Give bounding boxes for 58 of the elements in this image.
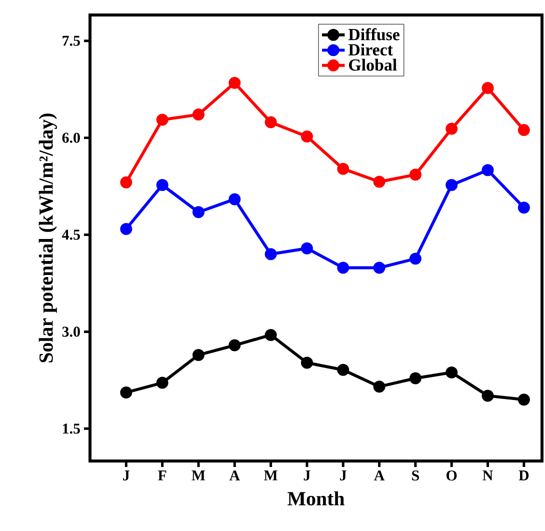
point xyxy=(446,366,458,378)
point xyxy=(192,108,204,121)
x-tick-label: J xyxy=(304,470,310,480)
point xyxy=(156,114,168,126)
y-tick-label: 3.0 xyxy=(62,326,80,337)
point xyxy=(482,82,494,94)
point xyxy=(264,328,277,341)
x-tick-label: A xyxy=(374,470,385,480)
point xyxy=(156,179,168,191)
x-tick-label: O xyxy=(446,470,457,481)
point xyxy=(337,364,350,376)
point xyxy=(120,386,132,398)
point xyxy=(192,206,204,218)
x-tick-label: M xyxy=(192,470,206,480)
point xyxy=(409,372,422,384)
point xyxy=(373,176,386,188)
point xyxy=(120,222,132,235)
point xyxy=(228,339,241,352)
point xyxy=(156,376,168,389)
point xyxy=(228,76,241,89)
point xyxy=(300,356,313,369)
x-tick-label: M xyxy=(264,470,278,480)
point xyxy=(300,130,313,143)
point xyxy=(264,116,277,128)
x-axis-title: Month xyxy=(288,491,344,506)
point xyxy=(300,242,313,254)
point xyxy=(373,380,386,393)
x-tick-label: A xyxy=(229,470,240,480)
x-tick-label: S xyxy=(412,470,419,481)
point xyxy=(337,262,350,274)
point xyxy=(482,164,494,176)
point xyxy=(337,162,350,175)
point xyxy=(446,179,458,191)
x-tick-label: F xyxy=(158,470,166,480)
y-tick-label: 1.5 xyxy=(63,424,80,434)
legend-label: Diffuse xyxy=(348,28,400,40)
point xyxy=(482,390,494,402)
point xyxy=(373,262,386,274)
point xyxy=(518,124,530,136)
x-tick-label: N xyxy=(482,470,493,480)
point xyxy=(228,193,241,206)
x-tick-label: D xyxy=(518,470,529,480)
y-tick-label: 7.5 xyxy=(62,36,80,46)
point xyxy=(264,248,277,260)
point xyxy=(518,202,530,214)
legend-label: Direct xyxy=(348,44,393,56)
y-tick-label: 6.0 xyxy=(62,132,80,143)
point xyxy=(446,122,458,135)
y-axis-title: Solar potential (kWh/m²/day) xyxy=(38,114,57,362)
y-tick-label: 4.5 xyxy=(62,230,80,240)
point xyxy=(518,394,530,406)
point xyxy=(192,348,204,361)
point xyxy=(409,252,422,265)
point xyxy=(120,176,132,188)
point xyxy=(409,168,422,181)
x-tick-label: J xyxy=(123,470,130,480)
x-tick-label: J xyxy=(340,470,346,480)
legend-label: Global xyxy=(348,58,397,71)
